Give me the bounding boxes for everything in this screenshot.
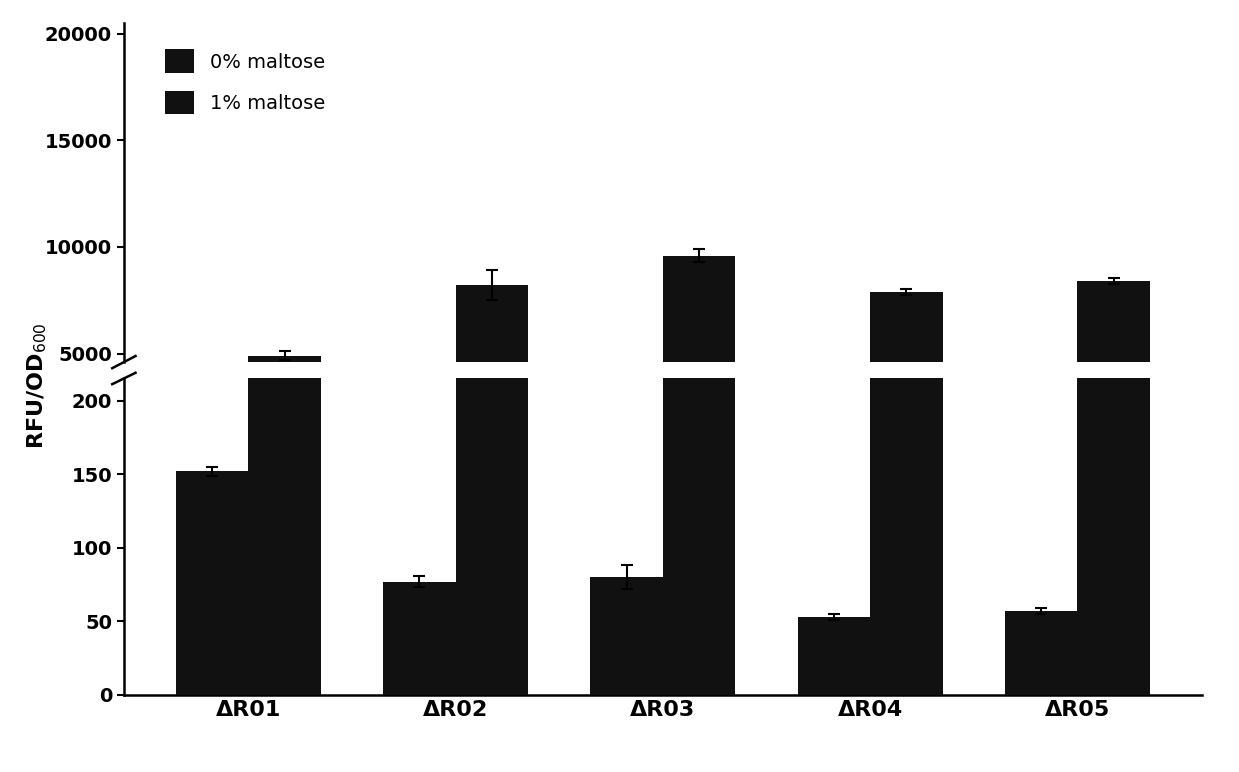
Legend: 0% maltose, 1% maltose: 0% maltose, 1% maltose: [155, 39, 335, 124]
Bar: [1005, 459, 1078, 460]
Bar: [798, 617, 870, 695]
Bar: [1005, 611, 1078, 695]
Bar: [590, 577, 663, 695]
Text: RFU/OD$_{600}$: RFU/OD$_{600}$: [25, 323, 50, 449]
Bar: [870, 292, 943, 460]
Bar: [383, 581, 456, 695]
Bar: [176, 471, 248, 695]
Bar: [1078, 281, 1150, 460]
Bar: [383, 459, 456, 460]
Bar: [663, 0, 736, 695]
Bar: [248, 356, 321, 460]
Bar: [248, 0, 321, 695]
Bar: [456, 286, 528, 460]
Bar: [870, 0, 943, 695]
Bar: [176, 457, 248, 460]
Bar: [798, 459, 870, 460]
Bar: [1078, 0, 1150, 695]
Bar: [590, 459, 663, 460]
Bar: [663, 256, 736, 460]
Bar: [456, 0, 528, 695]
